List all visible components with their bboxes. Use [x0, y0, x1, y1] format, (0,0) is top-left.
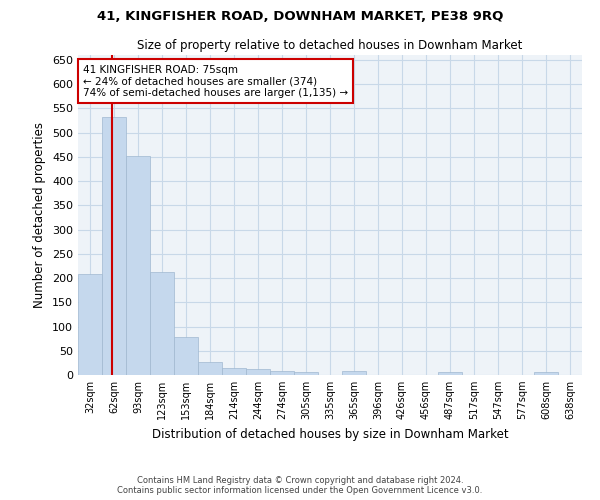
Y-axis label: Number of detached properties: Number of detached properties [34, 122, 46, 308]
Bar [438, 372, 462, 375]
Bar [534, 372, 558, 375]
Text: 41 KINGFISHER ROAD: 75sqm
← 24% of detached houses are smaller (374)
74% of semi: 41 KINGFISHER ROAD: 75sqm ← 24% of detac… [83, 64, 348, 98]
Text: Contains HM Land Registry data © Crown copyright and database right 2024.
Contai: Contains HM Land Registry data © Crown c… [118, 476, 482, 495]
Bar [294, 372, 318, 375]
Bar [222, 368, 246, 375]
Bar [246, 369, 270, 375]
X-axis label: Distribution of detached houses by size in Downham Market: Distribution of detached houses by size … [152, 428, 508, 440]
Bar [198, 362, 222, 375]
Bar [150, 272, 174, 375]
Bar [174, 337, 198, 375]
Bar [342, 371, 366, 375]
Bar [126, 156, 150, 375]
Bar [78, 274, 102, 375]
Bar [102, 116, 126, 375]
Bar [270, 371, 294, 375]
Text: 41, KINGFISHER ROAD, DOWNHAM MARKET, PE38 9RQ: 41, KINGFISHER ROAD, DOWNHAM MARKET, PE3… [97, 10, 503, 23]
Title: Size of property relative to detached houses in Downham Market: Size of property relative to detached ho… [137, 40, 523, 52]
